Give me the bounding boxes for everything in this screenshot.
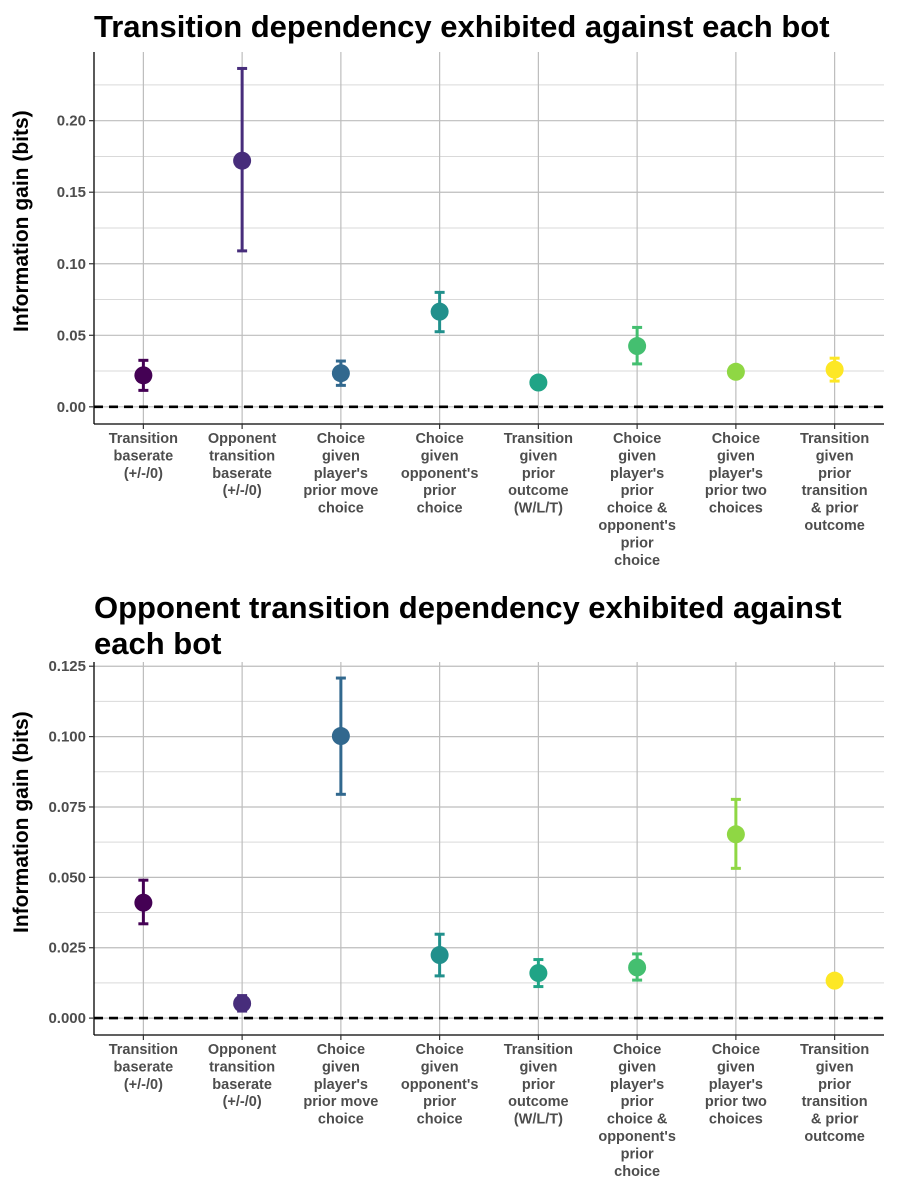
x-category-label: Transition given prior outcome (W/L/T) xyxy=(504,1042,573,1128)
y-tick-label: 0.025 xyxy=(48,940,86,957)
data-point xyxy=(726,825,745,844)
x-category-label: Choice given opponent's prior choice xyxy=(401,431,479,517)
x-category-label: Choice given player's prior two choices xyxy=(705,431,767,517)
data-point xyxy=(825,360,844,379)
data-point xyxy=(430,302,449,321)
y-tick-label: 0.05 xyxy=(57,327,86,344)
chart-plot-area: 0.000 0.025 0.050 0.075 0.100 0.125 Transition… xyxy=(48,658,884,1180)
data-point xyxy=(134,893,153,912)
data-point xyxy=(134,366,153,385)
data-point xyxy=(233,994,252,1013)
chart-panel-2: Opponent transition dependency exhibited… xyxy=(0,590,900,1200)
data-point xyxy=(233,151,252,170)
x-category-label: Transition given prior transition & prior out… xyxy=(800,1042,869,1145)
x-category-label: Choice given player's prior move choice xyxy=(303,1042,378,1128)
x-category-label: Opponent transition baserate (+/-/0) xyxy=(208,1042,277,1110)
chart-panel-1: Transition dependency exhibited against … xyxy=(0,0,900,590)
x-category-label: Choice given player's prior choice & opponent… xyxy=(598,1042,676,1180)
data-point xyxy=(331,727,350,746)
chart-title: Transition dependency exhibited against … xyxy=(94,9,830,44)
chart-plot-area: 0.00 0.05 0.10 0.15 0.20 Transition baserate (+… xyxy=(57,52,884,569)
x-category-label: Choice given player's prior move choice xyxy=(303,431,378,517)
y-tick-label: 0.050 xyxy=(48,869,86,886)
x-category-label: Choice given opponent's prior choice xyxy=(401,1042,479,1128)
y-tick-label: 0.000 xyxy=(48,1010,86,1027)
x-category-label: Choice given player's prior two choices xyxy=(705,1042,767,1128)
x-category-label: Transition baserate (+/-/0) xyxy=(109,431,178,482)
y-tick-label: 0.20 xyxy=(57,113,86,130)
data-point xyxy=(825,971,844,990)
x-category-label: Transition given prior outcome (W/L/T) xyxy=(504,431,573,517)
x-category-label: Opponent transition baserate (+/-/0) xyxy=(208,431,277,499)
y-tick-label: 0.10 xyxy=(57,256,86,273)
y-tick-label: 0.15 xyxy=(57,184,86,201)
x-category-label: Choice given player's prior choice & opponent… xyxy=(598,431,676,569)
y-tick-label: 0.100 xyxy=(48,729,86,746)
y-tick-label: 0.00 xyxy=(57,399,86,416)
data-point xyxy=(529,964,548,983)
data-point xyxy=(430,946,449,965)
x-category-label: Transition given prior transition & prior out… xyxy=(800,431,869,534)
data-point xyxy=(529,373,548,392)
data-point xyxy=(628,337,647,356)
x-category-label: Transition baserate (+/-/0) xyxy=(109,1042,178,1093)
chart-title: Opponent transition dependency exhibited… xyxy=(94,590,842,661)
y-tick-label: 0.075 xyxy=(48,799,86,816)
y-tick-label: 0.125 xyxy=(48,658,86,675)
data-point xyxy=(628,958,647,977)
data-point xyxy=(331,364,350,383)
data-point xyxy=(726,362,745,381)
